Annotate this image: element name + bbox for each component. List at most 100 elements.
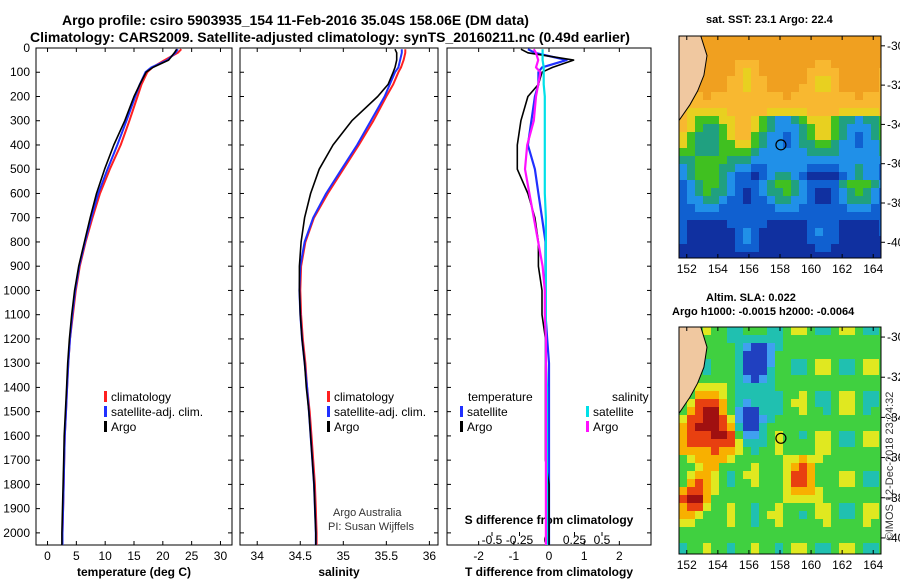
map-cell (719, 188, 727, 196)
map-cell (751, 84, 759, 92)
map-cell (767, 335, 775, 343)
map-cell (871, 92, 879, 100)
map-cell (799, 44, 807, 52)
map-cell (727, 479, 735, 487)
map-cell (719, 92, 727, 100)
map-cell (775, 164, 783, 172)
map-cell (703, 124, 711, 132)
map-cell (807, 407, 815, 415)
map-cell (863, 236, 871, 244)
map-cell (791, 92, 799, 100)
map-cell (799, 415, 807, 423)
map-cell (823, 76, 831, 84)
map-cell (783, 495, 791, 503)
map-cell (855, 100, 863, 108)
map-cell (751, 359, 759, 367)
map-cell (783, 156, 791, 164)
map-cell (727, 495, 735, 503)
legend-sal-satellite: satellite (593, 405, 634, 419)
map-cell (847, 100, 855, 108)
map-cell (823, 343, 831, 351)
map-cell (815, 375, 823, 383)
map-cell (703, 335, 711, 343)
legend-sal-satellite-swatch (586, 406, 589, 417)
map-cell (839, 439, 847, 447)
legend-temp-satellite-swatch (460, 406, 463, 417)
depth-tick-label: 1100 (4, 308, 30, 322)
map-cell (879, 236, 881, 244)
map-cell (759, 52, 767, 60)
map-cell (855, 551, 863, 554)
map-cell (767, 383, 775, 391)
map-cell (863, 367, 871, 375)
map-cell (751, 407, 759, 415)
depth-tick-label: 1000 (3, 283, 30, 297)
map-cell (823, 236, 831, 244)
map-cell (783, 503, 791, 511)
map-cell (831, 527, 839, 535)
map-cell (839, 100, 847, 108)
map-cell (847, 212, 855, 220)
x2-tick-label: -0.5 (482, 533, 503, 547)
map-cell (799, 551, 807, 554)
map-cell (759, 519, 767, 527)
map-cell (727, 220, 735, 228)
map-cell (847, 535, 855, 543)
map-cell (735, 148, 743, 156)
map-cell (871, 196, 879, 204)
map-cell (839, 343, 847, 351)
map-cell (759, 335, 767, 343)
map-cell (679, 156, 687, 164)
map-cell (871, 188, 879, 196)
map-cell (775, 375, 783, 383)
map-cell (823, 351, 831, 359)
map-cell (855, 527, 863, 535)
map-cell (679, 228, 687, 236)
map-cell (743, 204, 751, 212)
map-cell (783, 383, 791, 391)
map-cell (863, 84, 871, 92)
map-cell (767, 359, 775, 367)
map-cell (799, 92, 807, 100)
map-cell (831, 471, 839, 479)
map-cell (855, 375, 863, 383)
map-cell (815, 84, 823, 92)
map-cell (879, 52, 881, 60)
map-cell (847, 375, 855, 383)
map-cell (679, 204, 687, 212)
map-cell (839, 335, 847, 343)
sla-map-title: Altim. SLA: 0.022 (706, 292, 796, 304)
map-cell (703, 36, 711, 44)
map-cell (799, 132, 807, 140)
map-cell (855, 220, 863, 228)
map-cell (879, 220, 881, 228)
map-cell (863, 335, 871, 343)
map-cell (791, 60, 799, 68)
map-cell (823, 447, 831, 455)
map-cell (695, 463, 703, 471)
map-lon-label: 158 (770, 558, 790, 572)
map-cell (711, 156, 719, 164)
map-cell (823, 92, 831, 100)
map-cell (679, 487, 687, 495)
map-cell (847, 327, 855, 335)
map-cell (767, 343, 775, 351)
map-cell (711, 367, 719, 375)
map-cell (799, 471, 807, 479)
map-cell (695, 527, 703, 535)
map-cell (839, 391, 847, 399)
map-cell (751, 228, 759, 236)
map-cell (759, 343, 767, 351)
map-cell (815, 36, 823, 44)
map-cell (871, 463, 879, 471)
map-cell (799, 503, 807, 511)
map-cell (743, 543, 751, 551)
map-cell (735, 527, 743, 535)
map-cell (855, 511, 863, 519)
map-cell (831, 76, 839, 84)
profile-line-satellite-adj-clim- (61, 48, 179, 545)
map-cell (823, 455, 831, 463)
map-cell (847, 124, 855, 132)
map-cell (863, 220, 871, 228)
map-cell (855, 236, 863, 244)
